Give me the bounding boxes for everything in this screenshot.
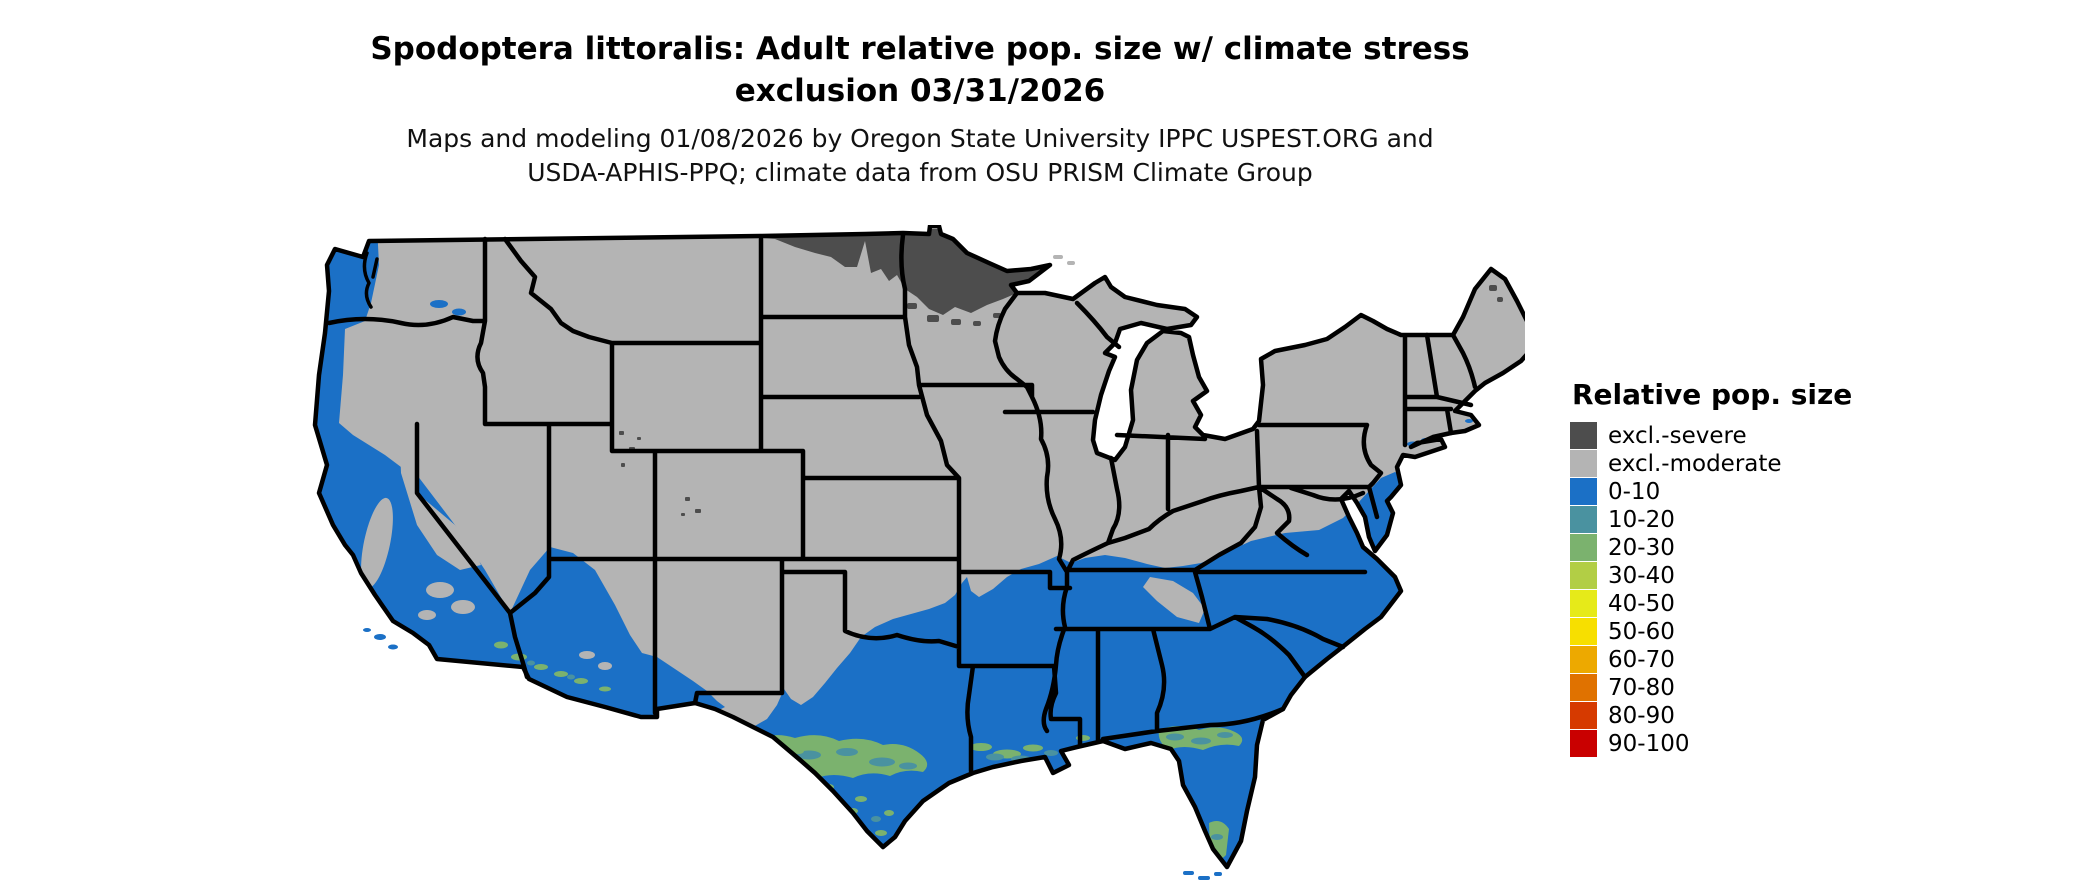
offshore-islands xyxy=(363,255,1222,880)
legend-swatch xyxy=(1570,534,1597,561)
legend-row: excl.-severe xyxy=(1570,422,1930,449)
legend-swatch xyxy=(1570,450,1597,477)
legend-title: Relative pop. size xyxy=(1572,378,1853,411)
figure-subtitle: Maps and modeling 01/08/2026 by Oregon S… xyxy=(0,122,1840,190)
legend-row: 70-80 xyxy=(1570,674,1930,701)
legend-row: 40-50 xyxy=(1570,590,1930,617)
legend-row: 80-90 xyxy=(1570,702,1930,729)
legend-label: excl.-severe xyxy=(1608,422,1747,449)
legend-label: 60-70 xyxy=(1608,646,1675,673)
subtitle-line-1: Maps and modeling 01/08/2026 by Oregon S… xyxy=(406,124,1434,153)
legend-label: 90-100 xyxy=(1608,730,1690,757)
legend-swatch xyxy=(1570,730,1597,757)
legend-label: 80-90 xyxy=(1608,702,1675,729)
legend-label: 0-10 xyxy=(1608,478,1661,505)
legend-label: 30-40 xyxy=(1608,562,1675,589)
legend-swatch xyxy=(1570,562,1597,589)
conus-outline xyxy=(312,225,1525,870)
legend-row: 50-60 xyxy=(1570,618,1930,645)
legend-label: 10-20 xyxy=(1608,506,1675,533)
zone-low-pop-west xyxy=(315,226,725,730)
us-choropleth-map xyxy=(312,225,1525,880)
legend-label: 70-80 xyxy=(1608,674,1675,701)
legend-swatch xyxy=(1570,422,1597,449)
subtitle-line-2: USDA-APHIS-PPQ; climate data from OSU PR… xyxy=(527,158,1313,187)
legend-label: 50-60 xyxy=(1608,618,1675,645)
title-line-2: exclusion 03/31/2026 xyxy=(734,73,1106,109)
legend-row: excl.-moderate xyxy=(1570,450,1930,477)
legend-swatch xyxy=(1570,478,1597,505)
legend-label: 40-50 xyxy=(1608,590,1675,617)
legend-row: 0-10 xyxy=(1570,478,1930,505)
title-line-1: Spodoptera littoralis: Adult relative po… xyxy=(370,31,1470,67)
legend-row: 20-30 xyxy=(1570,534,1930,561)
legend-swatch xyxy=(1570,702,1597,729)
map-legend: Relative pop. size excl.-severe excl.-mo… xyxy=(1570,378,1930,757)
legend-row: 30-40 xyxy=(1570,562,1930,589)
legend-swatch xyxy=(1570,506,1597,533)
legend-swatch xyxy=(1570,646,1597,673)
figure-title: Spodoptera littoralis: Adult relative po… xyxy=(0,28,1840,112)
legend-swatch xyxy=(1570,618,1597,645)
florida-keys xyxy=(1183,871,1194,875)
legend-label: 20-30 xyxy=(1608,534,1675,561)
legend-label: excl.-moderate xyxy=(1608,450,1782,477)
legend-rows: excl.-severe excl.-moderate 0-10 10-20 2… xyxy=(1570,422,1930,757)
state-borders xyxy=(326,232,1478,774)
legend-row: 60-70 xyxy=(1570,646,1930,673)
legend-row: 10-20 xyxy=(1570,506,1930,533)
legend-row: 90-100 xyxy=(1570,730,1930,757)
legend-swatch xyxy=(1570,590,1597,617)
water-features xyxy=(362,251,379,309)
legend-swatch xyxy=(1570,674,1597,701)
